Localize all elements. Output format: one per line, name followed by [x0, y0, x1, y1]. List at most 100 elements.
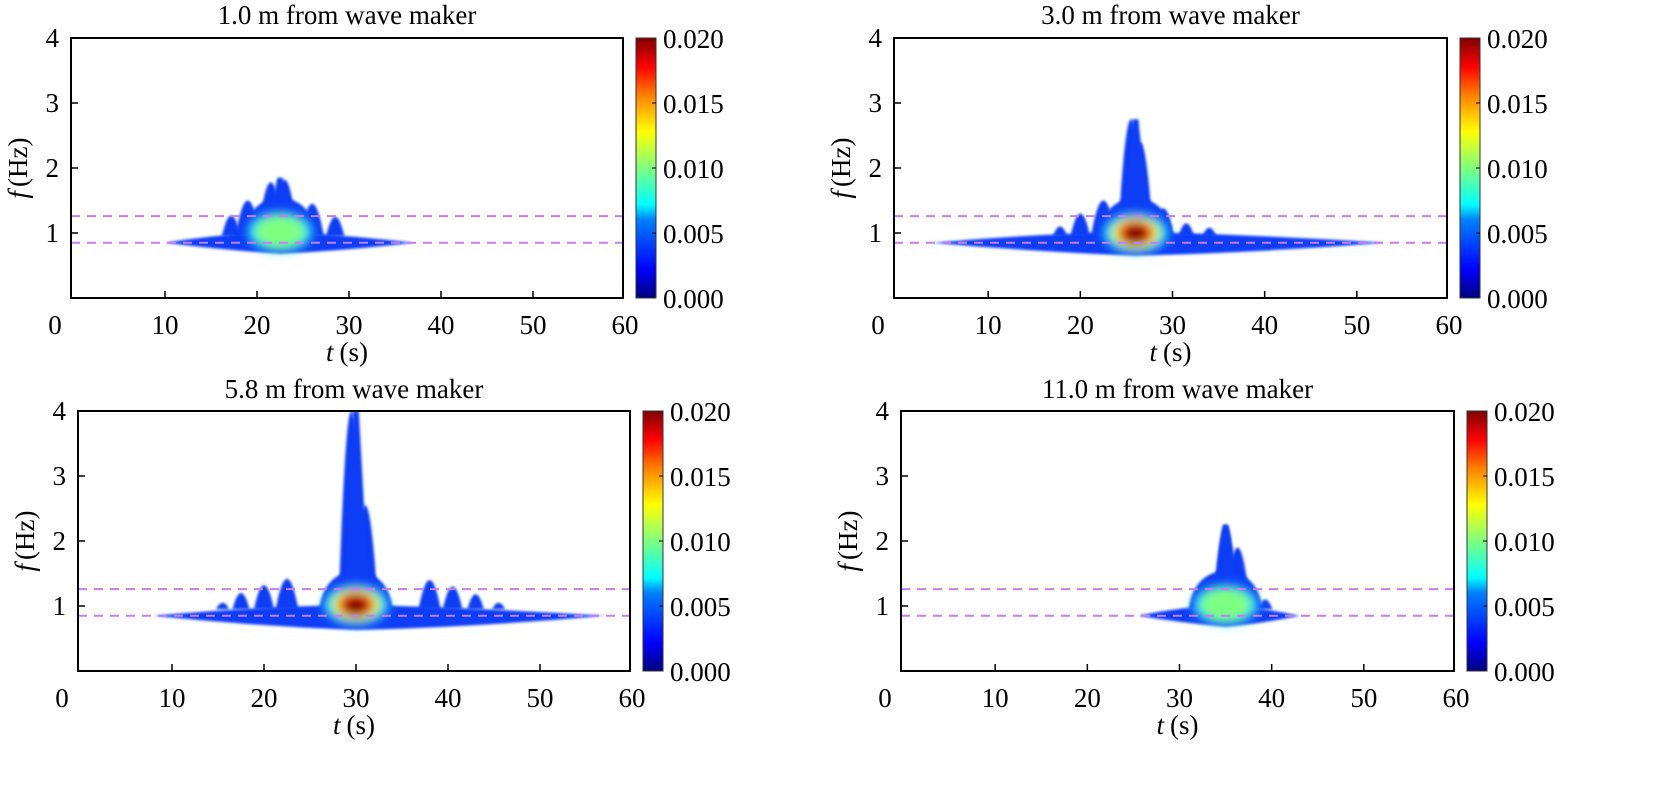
y-axis-label-symbol: f [10, 560, 40, 571]
energy-feature [253, 585, 275, 610]
x-tick-label: 50 [1343, 310, 1370, 340]
x-axis-label-unit: (s) [347, 710, 376, 740]
energy-region [1138, 524, 1300, 627]
colorbar-tick-label: 0.010 [1487, 154, 1548, 184]
energy-feature [418, 580, 441, 610]
y-axis-label: f(Hz) [826, 138, 856, 199]
core-green [1199, 587, 1252, 622]
x-tick-label: 0 [871, 310, 885, 340]
x-tick-label: 50 [520, 310, 547, 340]
energy-spike [1214, 524, 1239, 593]
energy-core [323, 584, 389, 625]
energy-feature [1202, 227, 1217, 237]
energy-feature [275, 578, 299, 610]
x-axis-label-symbol: t [1156, 710, 1165, 740]
y-tick-label: 4 [876, 396, 890, 426]
x-axis-label: t (s) [1149, 337, 1191, 367]
y-tick-label: 1 [53, 591, 67, 621]
colorbar-tick-label: 0.000 [1494, 657, 1555, 687]
y-tick-label: 4 [53, 396, 67, 426]
y-axis-label-symbol: f [826, 187, 856, 198]
y-axis-label: f(Hz) [833, 511, 863, 572]
plot-area [1138, 524, 1300, 627]
x-axis-label-symbol: t [1149, 337, 1158, 367]
y-tick-label: 1 [876, 591, 890, 621]
colorbar: 0.000 0.005 0.010 0.015 0.020 [1459, 24, 1548, 314]
colorbar-tick-label: 0.010 [670, 527, 731, 557]
y-tick-label: 1 [869, 218, 883, 248]
energy-feature [467, 594, 484, 610]
y-axis-label: f(Hz) [3, 138, 33, 199]
energy-feature [221, 215, 241, 237]
x-axis-label-symbol: t [333, 710, 342, 740]
x-tick-label: 20 [251, 683, 278, 713]
x-axis-label-unit: (s) [1170, 710, 1199, 740]
colorbar-tick-label: 0.020 [663, 24, 724, 54]
colorbar-tick-label: 0.015 [1487, 89, 1548, 119]
x-tick-label: 40 [435, 683, 462, 713]
x-tick-label: 10 [975, 310, 1002, 340]
energy-region [165, 177, 414, 254]
y-axis-label-unit: (Hz) [826, 138, 856, 187]
energy-feature [1070, 213, 1091, 237]
energy-feature [442, 586, 463, 610]
x-tick-label: 30 [343, 683, 370, 713]
colorbar-tick-label: 0.015 [1494, 462, 1555, 492]
energy-feature [492, 602, 506, 610]
energy-feature [1052, 226, 1068, 237]
y-tick-label: 4 [869, 23, 883, 53]
x-tick-label: 20 [1067, 310, 1094, 340]
energy-region [932, 119, 1385, 256]
panel-title: 1.0 m from wave maker [218, 0, 477, 30]
colorbar-tick-label: 0.005 [1494, 592, 1555, 622]
energy-spike [268, 177, 293, 220]
x-tick-label: 20 [244, 310, 271, 340]
y-tick-label: 3 [46, 88, 60, 118]
panel-2: 3.0 m from wave maker 0 10 20 30 40 50 60 1 2 3 4 t… [826, 0, 1548, 367]
x-tick-label: 50 [1350, 683, 1377, 713]
colorbar-tick-label: 0.005 [670, 592, 731, 622]
colorbar-tick-label: 0.005 [1487, 219, 1548, 249]
x-tick-label: 10 [982, 683, 1009, 713]
x-axis-label: t (s) [326, 337, 368, 367]
y-tick-label: 3 [869, 88, 883, 118]
energy-feature [232, 593, 250, 610]
x-tick-label: 40 [428, 310, 455, 340]
x-tick-label: 30 [1159, 310, 1186, 340]
x-tick-label: 60 [612, 310, 639, 340]
core-darkred [1123, 224, 1149, 244]
axes-frame [900, 410, 1455, 672]
panel-3: 5.8 m from wave maker 0 10 20 30 40 50 60 1 2 3 4 t… [10, 374, 731, 740]
x-tick-label: 40 [1251, 310, 1278, 340]
y-axis-label-unit: (Hz) [10, 511, 40, 560]
y-axis-label-symbol: f [833, 560, 863, 571]
energy-core [1103, 213, 1168, 253]
energy-core [1193, 584, 1258, 625]
x-tick-label: 0 [48, 310, 62, 340]
colorbar-tick-label: 0.020 [1494, 397, 1555, 427]
x-axis-label-unit: (s) [1163, 337, 1192, 367]
plot-area [165, 177, 414, 254]
colorbar: 0.000 0.005 0.010 0.015 0.020 [1466, 397, 1555, 687]
colorbar-tick-label: 0.000 [670, 657, 731, 687]
x-axis-label-unit: (s) [340, 337, 369, 367]
colorbar-tick-label: 0.015 [670, 462, 731, 492]
colorbar: 0.000 0.005 0.010 0.015 0.020 [635, 24, 724, 314]
axes-frame [70, 37, 624, 299]
y-tick-label: 2 [46, 153, 60, 183]
x-tick-label: 30 [1166, 683, 1193, 713]
x-tick-label: 60 [1436, 310, 1463, 340]
core-green [254, 214, 306, 249]
colorbar: 0.000 0.005 0.010 0.015 0.020 [642, 397, 731, 687]
y-tick-label: 2 [53, 526, 67, 556]
colorbar-tick-label: 0.020 [670, 397, 731, 427]
y-tick-label: 2 [869, 153, 883, 183]
y-tick-label: 2 [876, 526, 890, 556]
y-axis-label-unit: (Hz) [3, 138, 33, 187]
x-tick-label: 30 [336, 310, 363, 340]
panel-4: 11.0 m from wave maker 0 10 20 30 40 50 60 1 2 3 4… [833, 374, 1555, 740]
x-axis-label-symbol: t [326, 337, 335, 367]
colorbar-tick-label: 0.015 [663, 89, 724, 119]
panel-title: 11.0 m from wave maker [1042, 374, 1313, 404]
panel-1: 1.0 m from wave maker 0 10 20 30 40 50 60 1 2 3 4 t… [3, 0, 724, 367]
